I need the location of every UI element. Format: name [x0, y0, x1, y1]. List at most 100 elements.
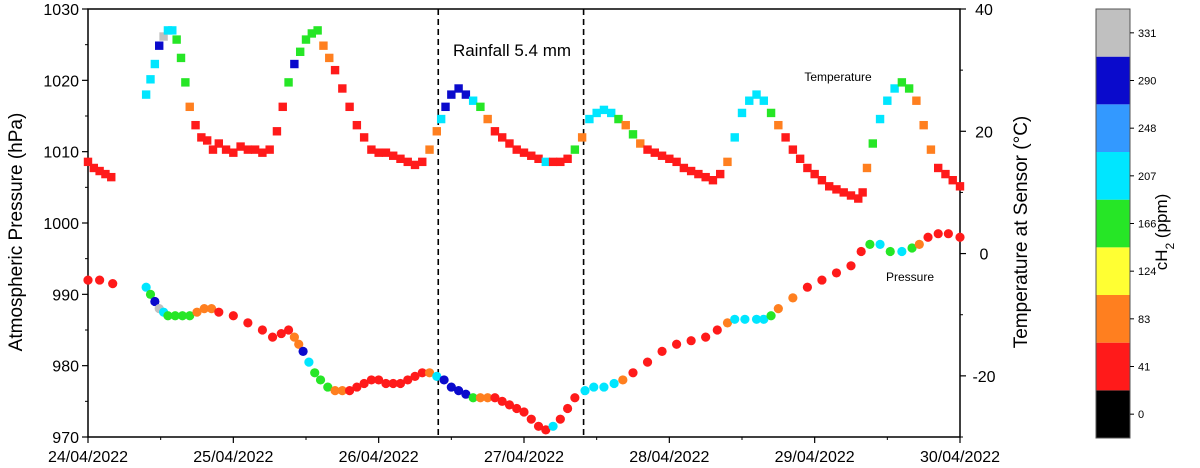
- colorbar-tick-label: 248: [1138, 123, 1156, 135]
- temperature-point: [441, 102, 450, 112]
- pressure-point: [788, 293, 798, 303]
- temperature-point: [708, 176, 718, 185]
- temperature-point: [295, 47, 305, 56]
- y-left-tick-label: 1000: [43, 216, 79, 233]
- temperature-point: [319, 41, 328, 50]
- pressure-point: [541, 425, 551, 435]
- temperature-point: [570, 145, 580, 154]
- x-tick-label: 29/04/2022: [775, 449, 855, 466]
- temperature-point: [723, 157, 732, 167]
- y-left-tick-label: 970: [52, 430, 79, 447]
- temperature-point: [403, 157, 412, 167]
- temperature-point: [672, 157, 681, 167]
- y-left-tick-label: 1030: [43, 2, 79, 19]
- temperature-point: [229, 148, 238, 157]
- temperature-point: [307, 29, 317, 38]
- pressure-point: [374, 375, 384, 385]
- temperature-point: [534, 154, 543, 163]
- pressure-point: [933, 229, 943, 239]
- pressure-point: [955, 232, 965, 242]
- temperature-point: [258, 148, 267, 157]
- temperature-point: [159, 32, 168, 41]
- temperature-point: [839, 188, 848, 197]
- pressure-point: [83, 275, 93, 285]
- temperature-point: [752, 90, 761, 99]
- pressure-point: [294, 339, 304, 349]
- temperature-point: [858, 188, 867, 197]
- temperature-annotation: Temperature: [804, 70, 872, 84]
- temperature-point: [176, 53, 186, 63]
- pressure-point: [141, 282, 151, 292]
- temperature-point: [410, 160, 420, 170]
- pressure-point: [323, 382, 333, 392]
- pressure-point: [403, 375, 413, 385]
- pressure-point: [267, 332, 278, 342]
- temperature-point: [278, 102, 287, 112]
- temperature-point: [396, 154, 405, 163]
- temperature-point: [788, 145, 798, 154]
- pressure-point: [454, 386, 464, 396]
- temperature-point: [172, 35, 181, 44]
- pressure-point: [345, 386, 355, 396]
- y-left-axis: 970 980 990 1000 1010 1020 1030: [43, 2, 88, 447]
- temperature-point: [679, 163, 689, 173]
- pressure-point: [410, 371, 420, 381]
- temperature-point: [897, 78, 907, 87]
- temperature-point: [83, 157, 93, 167]
- pressure-point: [257, 325, 267, 335]
- temperature-point: [163, 26, 173, 35]
- pressure-point: [289, 332, 299, 342]
- colorbar-segment: [1096, 247, 1130, 295]
- temperature-point: [614, 114, 623, 124]
- colorbar-tick-label: 290: [1138, 76, 1156, 88]
- colorbar-segment: [1096, 295, 1130, 343]
- temperature-point: [313, 26, 322, 35]
- pressure-point: [943, 229, 953, 239]
- temperature-point: [250, 145, 260, 154]
- pressure-point: [817, 275, 827, 285]
- temperature-point: [636, 139, 645, 148]
- temperature-point: [505, 139, 514, 148]
- temperature-point: [941, 169, 950, 179]
- colorbar-label-unit: (ppm): [1152, 194, 1171, 243]
- pressure-point: [468, 393, 478, 403]
- temperature-point: [556, 157, 565, 167]
- pressure-point: [276, 328, 286, 339]
- temperature-point: [803, 163, 812, 173]
- series-pressure: [83, 229, 965, 435]
- x-tick-label: 26/04/2022: [339, 449, 419, 466]
- pressure-point: [618, 375, 628, 385]
- pressure-point: [580, 386, 590, 396]
- temperature-point: [665, 154, 674, 163]
- colorbar-tick-label: 83: [1138, 314, 1150, 326]
- colorbar-segment: [1096, 199, 1130, 248]
- pressure-point: [366, 375, 376, 385]
- pressure-point: [766, 311, 776, 321]
- pressure-point: [751, 314, 762, 324]
- pressure-point: [163, 311, 173, 321]
- y-left-tick-label: 1010: [43, 145, 79, 162]
- colorbar-segment: [1096, 56, 1130, 105]
- y-right-axis-label: Temperature at Sensor (°C): [1011, 116, 1032, 349]
- pressure-point: [555, 414, 565, 424]
- pressure-point: [856, 246, 866, 257]
- series-temperature: [83, 26, 965, 203]
- x-axis: 24/04/2022 25/04/2022 26/04/2022 27/04/2022…: [48, 437, 1000, 466]
- y-right-tick-label: -20: [972, 369, 995, 386]
- pressure-point: [228, 311, 238, 321]
- temperature-point: [214, 139, 223, 148]
- pressure-point: [315, 375, 326, 385]
- y-right-tick-label: 40: [975, 2, 993, 19]
- temperature-point: [948, 176, 957, 185]
- pressure-point: [214, 307, 224, 317]
- pressure-point: [432, 371, 442, 381]
- pressure-point: [483, 393, 493, 403]
- temperature-point: [890, 84, 899, 93]
- temperature-point: [563, 154, 572, 163]
- pressure-point: [497, 396, 507, 406]
- x-tick-label: 24/04/2022: [48, 449, 128, 466]
- colorbar-segment: [1096, 390, 1130, 438]
- temperature-point: [418, 157, 427, 167]
- temperature-point: [694, 169, 703, 179]
- temperature-point: [95, 166, 104, 176]
